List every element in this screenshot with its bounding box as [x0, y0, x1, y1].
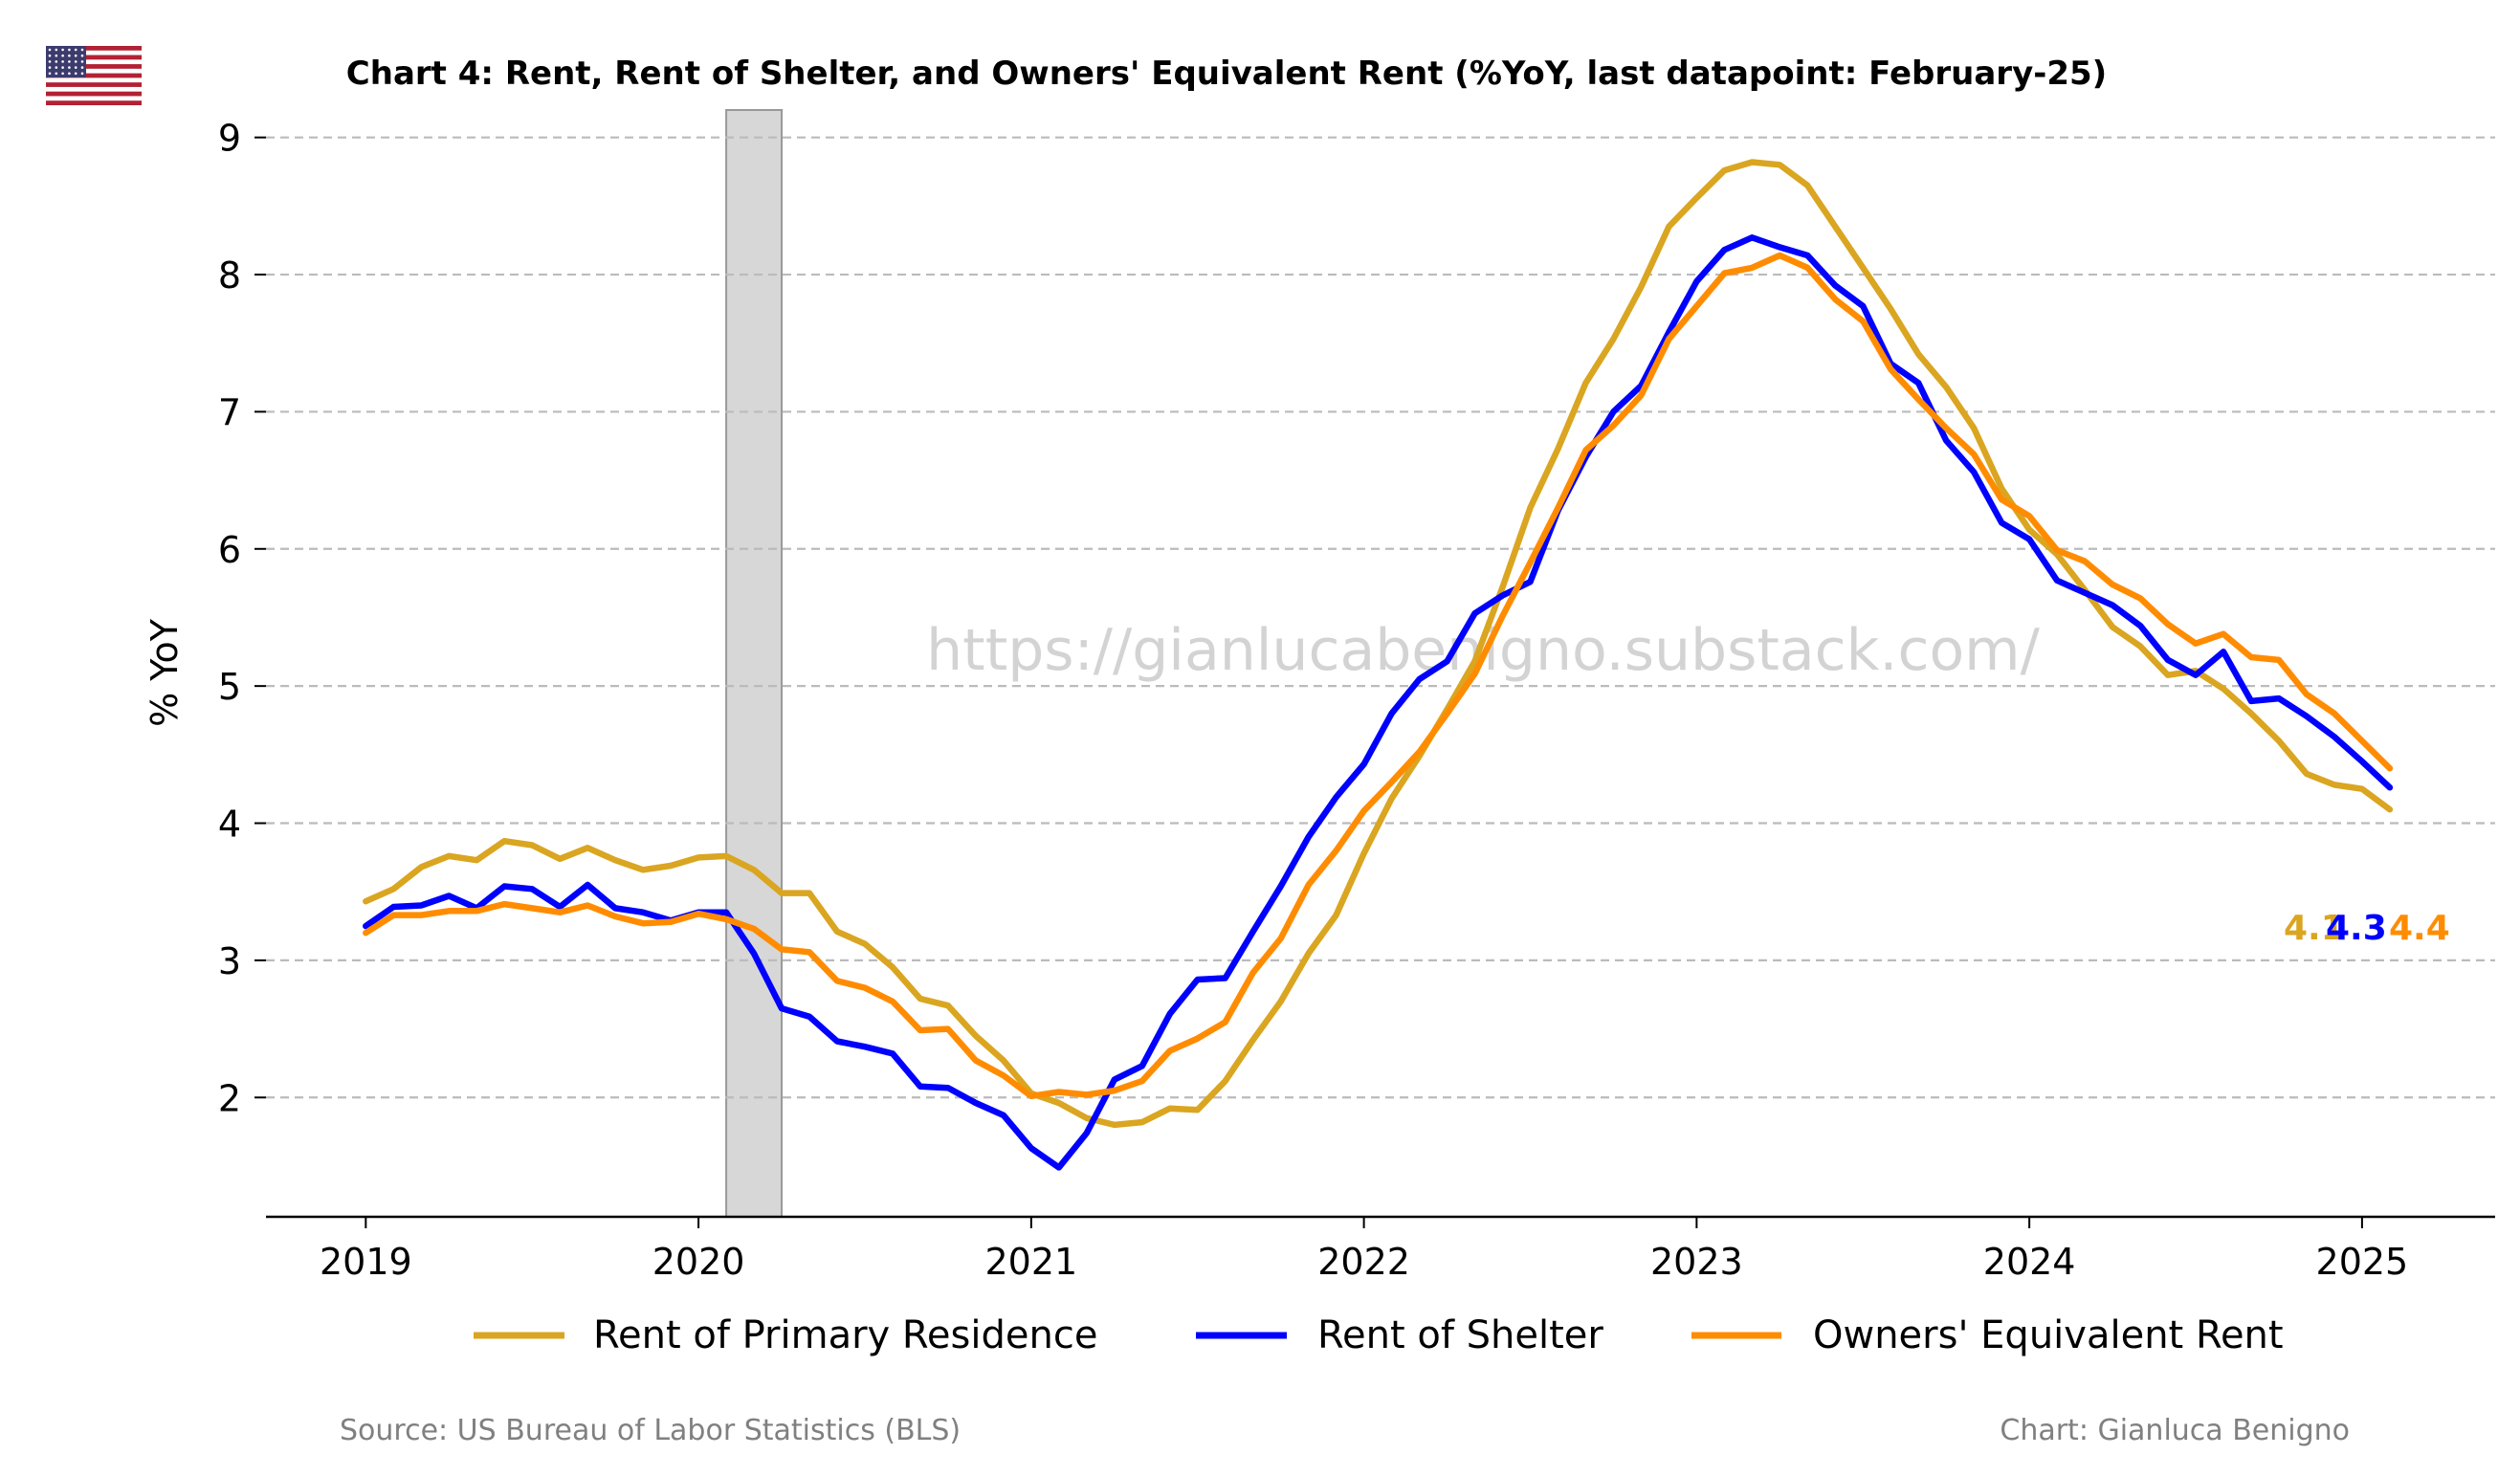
y-tick-label: 2 — [218, 1077, 241, 1119]
y-tick-label: 9 — [218, 118, 241, 160]
y-tick-label: 8 — [218, 254, 241, 297]
end-label-rent-shelter: 4.3 — [2326, 909, 2387, 948]
y-tick-labels: 2 3 4 5 6 7 8 9 — [218, 118, 266, 1119]
y-tick-label: 5 — [218, 666, 241, 708]
y-gridlines — [266, 136, 2495, 1099]
y-tick-label: 7 — [218, 391, 241, 433]
legend-label-rent-primary: Rent of Primary Residence — [593, 1313, 1097, 1357]
x-tick-label: 2024 — [1983, 1241, 2076, 1283]
chart-legend: Rent of Primary Residence Rent of Shelte… — [474, 1313, 2284, 1357]
recession-shading — [725, 109, 784, 1218]
us-flag-icon — [46, 46, 142, 105]
legend-label-oer: Owners' Equivalent Rent — [1813, 1313, 2284, 1357]
y-tick-label: 4 — [218, 804, 241, 846]
series-line-rent-primary — [363, 159, 2394, 1129]
x-tick-label: 2021 — [984, 1241, 1077, 1283]
legend-label-rent-shelter: Rent of Shelter — [1317, 1313, 1603, 1357]
y-tick-label: 6 — [218, 529, 241, 571]
series-lines — [363, 159, 2394, 1171]
x-tick-label: 2019 — [320, 1241, 412, 1283]
x-tick-label: 2020 — [652, 1241, 745, 1283]
chart-title: Chart 4: Rent, Rent of Shelter, and Owne… — [346, 55, 2107, 93]
footer-credit: Chart: Gianluca Benigno — [2000, 1414, 2350, 1447]
end-label-rent-primary: 4.1 — [2284, 909, 2345, 948]
footer-source: Source: US Bureau of Labor Statistics (B… — [340, 1414, 961, 1447]
y-tick-label: 3 — [218, 940, 241, 982]
x-tick-label: 2022 — [1317, 1241, 1410, 1283]
y-axis-label: % YoY — [144, 618, 186, 727]
x-tick-label: 2025 — [2316, 1241, 2409, 1283]
x-tick-label: 2023 — [1650, 1241, 1743, 1283]
x-tick-labels: 2019 2020 2021 2022 2023 2024 2025 — [320, 1217, 2408, 1283]
series-line-rent-shelter — [363, 234, 2394, 1171]
end-label-oer: 4.4 — [2389, 909, 2450, 948]
series-line-oer — [363, 252, 2394, 1100]
